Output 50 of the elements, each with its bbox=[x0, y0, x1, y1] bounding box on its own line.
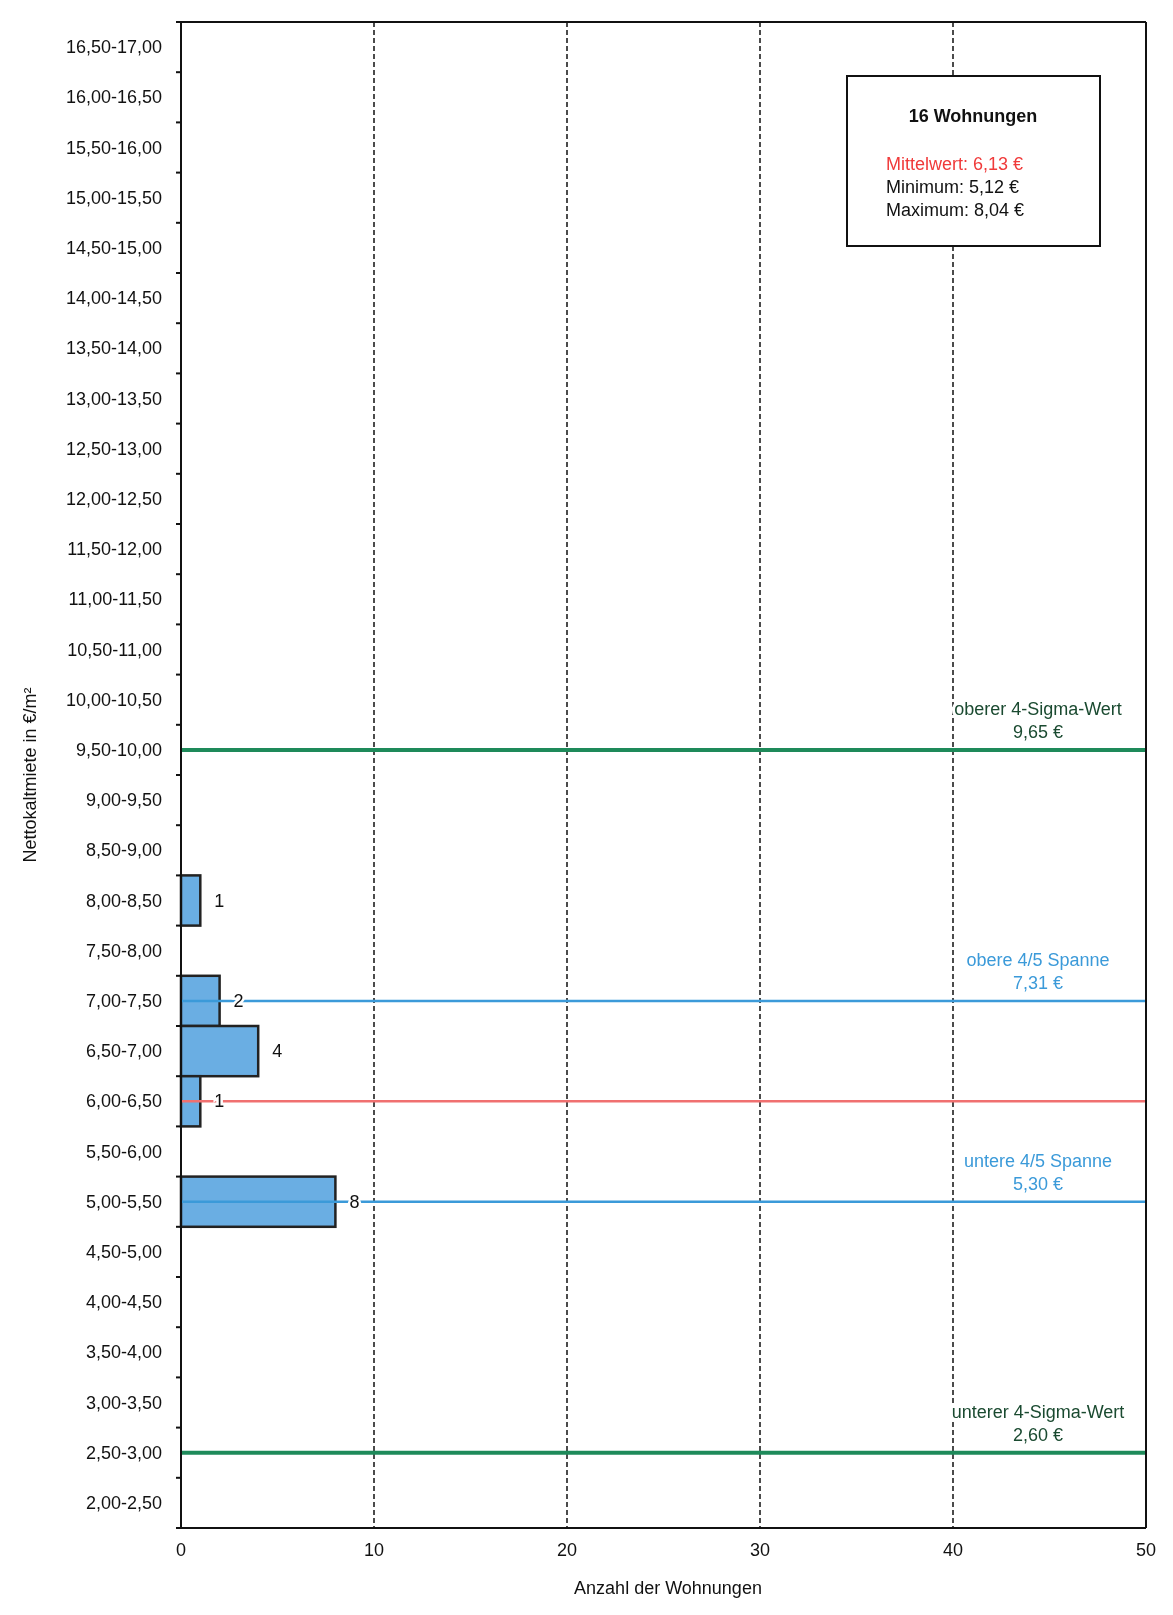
y-tick-label: 4,00-4,50 bbox=[85, 1292, 162, 1313]
y-tick-label: 3,50-4,00 bbox=[85, 1342, 162, 1363]
annotation: Maximum: 8,04 € bbox=[886, 200, 1025, 220]
y-tick-label: 14,50-15,00 bbox=[65, 237, 162, 258]
y-tick-label: 11,50-12,00 bbox=[67, 539, 162, 560]
y-tick-label: 9,50-10,00 bbox=[75, 739, 162, 760]
y-tick-label: 5,50-6,00 bbox=[85, 1141, 162, 1162]
y-tick-label: 16,50-17,00 bbox=[65, 37, 162, 58]
data-label: 4 bbox=[272, 1041, 283, 1062]
data-label: 1 bbox=[214, 890, 225, 911]
x-tick-label: 20 bbox=[556, 1540, 578, 1560]
bar bbox=[179, 1175, 337, 1229]
y-tick-label: 14,00-14,50 bbox=[65, 288, 162, 309]
y-tick-label: 7,50-8,00 bbox=[85, 940, 162, 961]
y-tick-label: 6,00-6,50 bbox=[85, 1091, 162, 1112]
x-axis-title: Anzahl der Wohnungen bbox=[574, 1578, 762, 1598]
ref-line-label: obere 4/5 Spanne 7,31 € bbox=[966, 949, 1110, 993]
y-axis-title: Nettokaltmiete in €/m² bbox=[20, 687, 40, 863]
y-tick-label: 4,50-5,00 bbox=[85, 1241, 162, 1262]
y-tick-label: 3,00-3,50 bbox=[85, 1392, 162, 1413]
x-tick-label: 40 bbox=[942, 1540, 964, 1560]
annotation: Mittelwert: 6,13 € bbox=[886, 154, 1024, 174]
y-tick-label: 12,50-13,00 bbox=[65, 438, 162, 459]
y-tick-label: 10,50-11,00 bbox=[67, 639, 162, 660]
annotation: Minimum: 5,12 € bbox=[886, 177, 1020, 197]
y-tick-label: 8,50-9,00 bbox=[85, 840, 162, 861]
x-tick-label: 50 bbox=[1135, 1540, 1157, 1560]
bar bbox=[179, 874, 202, 927]
y-tick-label: 8,00-8,50 bbox=[85, 890, 162, 911]
annotation: 16 Wohnungen bbox=[908, 106, 1038, 126]
ref-line-label: untere 4/5 Spanne 5,30 € bbox=[963, 1150, 1113, 1194]
y-tick-label: 13,50-14,00 bbox=[65, 338, 162, 359]
y-tick-label: 7,00-7,50 bbox=[85, 990, 162, 1011]
y-tick-label: 6,50-7,00 bbox=[85, 1041, 162, 1062]
y-tick-label: 15,00-15,50 bbox=[65, 187, 162, 208]
y-tick-label: 16,00-16,50 bbox=[65, 87, 162, 108]
ref-line-label: oberer 4-Sigma-Wert 9,65 € bbox=[954, 698, 1122, 742]
y-tick-label: 15,50-16,00 bbox=[65, 137, 162, 158]
y-tick-label: 2,50-3,00 bbox=[85, 1442, 162, 1463]
y-tick-label: 2,00-2,50 bbox=[85, 1492, 162, 1513]
y-tick-label: 10,00-10,50 bbox=[65, 689, 162, 710]
y-tick-label: 13,00-13,50 bbox=[65, 388, 162, 409]
ref-line-label: unterer 4-Sigma-Wert 2,60 € bbox=[951, 1401, 1125, 1445]
y-tick-label: 11,00-11,50 bbox=[68, 589, 162, 610]
x-tick-label: 10 bbox=[363, 1540, 385, 1560]
x-tick-label: 30 bbox=[749, 1540, 771, 1560]
x-tick-label: 0 bbox=[175, 1540, 187, 1560]
y-tick-label: 12,00-12,50 bbox=[65, 488, 162, 509]
y-tick-label: 9,00-9,50 bbox=[85, 790, 162, 811]
y-tick-label: 5,00-5,50 bbox=[85, 1191, 162, 1212]
